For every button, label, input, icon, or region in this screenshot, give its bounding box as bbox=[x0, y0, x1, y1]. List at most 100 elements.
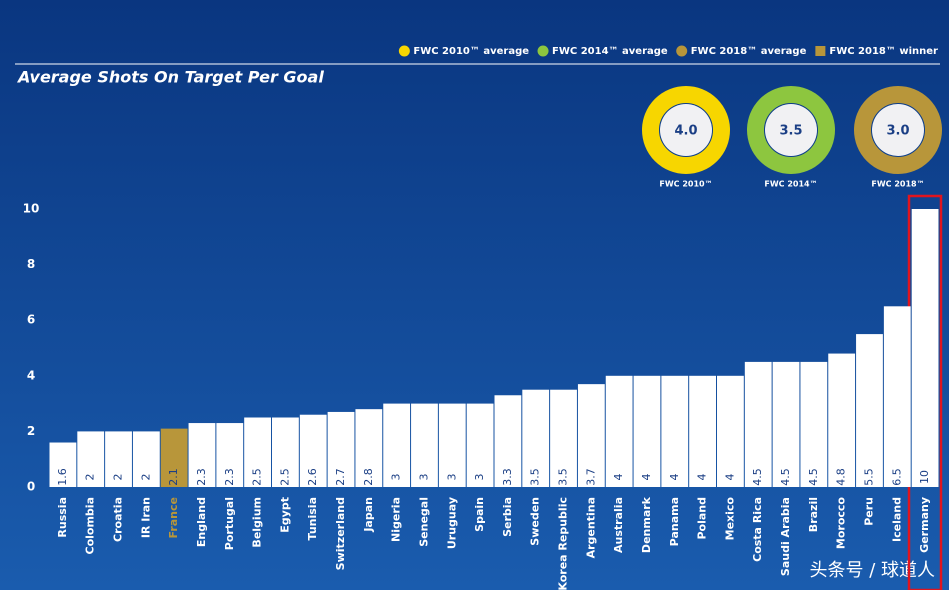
bar bbox=[188, 423, 216, 487]
value-label: 2.5 bbox=[251, 468, 264, 486]
bar bbox=[661, 375, 689, 487]
x-tick-label: Senegal bbox=[417, 497, 430, 547]
x-tick-label: Croatia bbox=[112, 497, 125, 542]
average-center bbox=[872, 104, 924, 156]
x-tick-label: Uruguay bbox=[445, 497, 458, 549]
x-tick-label: Sweden bbox=[529, 497, 542, 546]
value-label: 4.5 bbox=[779, 468, 792, 486]
value-label: 3.7 bbox=[584, 468, 597, 486]
bar bbox=[160, 428, 188, 487]
bar bbox=[132, 431, 160, 487]
average-label: FWC 2010™ bbox=[659, 180, 712, 189]
x-tick-label: Denmark bbox=[640, 496, 653, 553]
bar bbox=[355, 409, 383, 487]
x-tick-label: Peru bbox=[862, 497, 875, 526]
x-tick-label: Saudi Arabia bbox=[779, 497, 792, 576]
value-label: 6.5 bbox=[890, 468, 903, 486]
value-label: 2 bbox=[112, 474, 125, 481]
bar bbox=[411, 403, 438, 487]
watermark: 头条号 / 球道人 bbox=[809, 560, 935, 581]
value-label: 2.1 bbox=[167, 468, 180, 486]
bar bbox=[49, 442, 77, 487]
bar bbox=[77, 431, 105, 487]
value-label: 4 bbox=[696, 474, 709, 481]
bar bbox=[383, 403, 411, 487]
average-value: 3.5 bbox=[779, 124, 802, 139]
x-tick-label: Portugal bbox=[223, 497, 236, 550]
y-tick-label: 2 bbox=[27, 424, 35, 438]
bar bbox=[689, 375, 716, 487]
bar bbox=[105, 431, 132, 487]
value-label: 3.3 bbox=[501, 468, 514, 486]
value-label: 2.3 bbox=[195, 468, 208, 486]
x-tick-label: Colombia bbox=[84, 497, 97, 555]
value-label: 4 bbox=[723, 474, 736, 481]
value-label: 3.5 bbox=[557, 468, 570, 486]
average-center bbox=[765, 104, 817, 156]
average-value: 4.0 bbox=[674, 124, 697, 139]
legend-marker bbox=[815, 46, 826, 56]
bar bbox=[772, 361, 800, 487]
average-value: 3.0 bbox=[886, 124, 909, 139]
x-tick-label: Russia bbox=[56, 497, 69, 538]
chart-title: Average Shots On Target Per Goal bbox=[16, 68, 324, 87]
x-tick-label: Germany bbox=[918, 497, 931, 553]
bar bbox=[494, 395, 522, 487]
bar bbox=[856, 334, 883, 487]
x-tick-label: IR Iran bbox=[139, 497, 152, 538]
x-tick-label: Korea Republic bbox=[557, 497, 570, 590]
bar bbox=[577, 384, 605, 487]
average-center bbox=[660, 104, 712, 156]
legend-label: FWC 2018™ winner bbox=[829, 46, 938, 57]
bar bbox=[522, 389, 550, 487]
average-label: FWC 2018™ bbox=[871, 180, 924, 189]
average-label: FWC 2014™ bbox=[764, 180, 817, 189]
value-label: 1.6 bbox=[56, 468, 69, 486]
value-label: 3.5 bbox=[529, 468, 542, 486]
x-tick-label: Egypt bbox=[278, 497, 291, 533]
value-label: 4 bbox=[640, 474, 653, 481]
y-tick-label: 4 bbox=[27, 368, 35, 382]
average-ring bbox=[642, 86, 730, 174]
x-tick-label: England bbox=[195, 497, 208, 547]
bar bbox=[216, 423, 244, 487]
bar bbox=[272, 417, 299, 487]
bar bbox=[550, 389, 577, 487]
bar bbox=[800, 361, 828, 487]
bar bbox=[244, 417, 271, 487]
x-tick-label: Nigeria bbox=[390, 497, 403, 542]
legend-label: FWC 2018™ average bbox=[691, 46, 807, 57]
bar bbox=[438, 403, 466, 487]
x-tick-label: Argentina bbox=[584, 497, 597, 558]
x-tick-label: Iceland bbox=[890, 497, 903, 542]
value-label: 2 bbox=[84, 474, 97, 481]
bar bbox=[828, 353, 856, 487]
legend-marker bbox=[537, 45, 549, 57]
value-label: 4.5 bbox=[751, 468, 764, 486]
value-label: 2 bbox=[139, 474, 152, 481]
value-label: 3 bbox=[390, 474, 403, 481]
value-label: 5.5 bbox=[862, 468, 875, 486]
value-label: 3 bbox=[473, 474, 486, 481]
bar bbox=[466, 403, 494, 487]
value-label: 2.5 bbox=[278, 468, 291, 486]
y-tick-label: 10 bbox=[23, 202, 40, 216]
value-label: 4 bbox=[668, 474, 681, 481]
value-label: 2.6 bbox=[306, 468, 319, 486]
bar bbox=[633, 375, 661, 487]
bar bbox=[299, 414, 327, 487]
y-tick-label: 8 bbox=[27, 257, 35, 271]
x-tick-label: Tunisia bbox=[306, 497, 319, 540]
value-label: 2.7 bbox=[334, 468, 347, 486]
legend-label: FWC 2010™ average bbox=[413, 46, 529, 57]
x-tick-label: Serbia bbox=[501, 497, 514, 537]
x-tick-label: Brazil bbox=[807, 497, 820, 532]
x-tick-label: France bbox=[167, 497, 180, 538]
bar bbox=[717, 375, 744, 487]
legend-marker bbox=[676, 45, 688, 57]
y-tick-label: 6 bbox=[27, 313, 35, 327]
x-tick-label: Mexico bbox=[723, 497, 736, 541]
value-label: 2.3 bbox=[223, 468, 236, 486]
bar bbox=[327, 411, 355, 487]
bar bbox=[911, 209, 939, 487]
